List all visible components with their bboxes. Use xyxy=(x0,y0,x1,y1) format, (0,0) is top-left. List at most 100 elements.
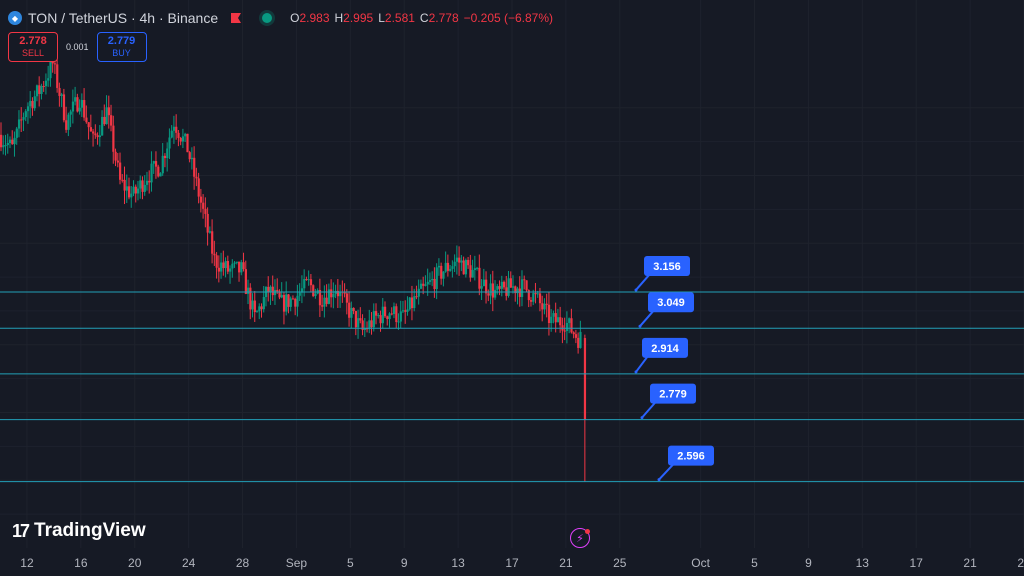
level-callout xyxy=(642,337,688,358)
candle xyxy=(487,289,490,302)
candle xyxy=(401,300,405,314)
candle xyxy=(80,93,84,118)
tradingview-logo[interactable]: 17 TradingView xyxy=(12,520,146,542)
candle xyxy=(494,280,497,300)
symbol-title[interactable]: TON / TetherUS · 4h · Binance xyxy=(28,10,219,26)
candle xyxy=(253,291,256,323)
candle xyxy=(518,276,521,307)
candle xyxy=(386,315,389,326)
candle xyxy=(260,303,263,318)
candle xyxy=(179,136,182,146)
candle xyxy=(406,296,409,316)
x-tick-label: 5 xyxy=(347,556,354,570)
candle xyxy=(184,132,187,142)
candle xyxy=(350,301,353,329)
candle xyxy=(177,130,180,147)
candle xyxy=(89,114,93,132)
x-tick-label: 9 xyxy=(401,556,408,570)
candle xyxy=(166,142,169,172)
lightning-icon[interactable]: ⚡ xyxy=(570,528,590,548)
x-tick-label: 17 xyxy=(505,556,519,570)
candle xyxy=(224,257,227,278)
level-line[interactable]: 2.914 xyxy=(0,337,1024,375)
candle xyxy=(323,285,326,318)
level-callout-label: 3.049 xyxy=(657,297,685,309)
candle xyxy=(71,89,75,124)
candle xyxy=(375,303,378,325)
candle xyxy=(507,270,510,298)
candle xyxy=(231,259,234,278)
candle xyxy=(520,270,524,307)
candle-last xyxy=(583,334,587,482)
candle xyxy=(390,307,393,316)
candle xyxy=(352,307,355,315)
flag-icon[interactable] xyxy=(230,12,242,24)
candle xyxy=(13,131,16,157)
candle xyxy=(31,97,34,116)
candle xyxy=(76,93,79,113)
candle xyxy=(372,303,375,332)
candle xyxy=(543,298,546,315)
candle xyxy=(157,164,160,178)
candle xyxy=(545,293,548,318)
candle xyxy=(229,265,232,284)
candle xyxy=(159,172,162,177)
candlestick-series xyxy=(0,52,587,482)
level-line[interactable]: 2.779 xyxy=(0,383,1024,421)
x-tick-label: 16 xyxy=(74,556,88,570)
ohlc-values: O2.983 H2.995 L2.581 C2.778 −0.205 (−6.8… xyxy=(290,11,553,25)
candle xyxy=(547,291,551,336)
candle xyxy=(496,283,499,295)
candle xyxy=(572,331,575,339)
candle xyxy=(489,274,492,305)
candle xyxy=(577,332,580,354)
candle xyxy=(516,286,519,305)
candle xyxy=(181,128,185,149)
candle xyxy=(579,320,582,349)
x-tick-label: 21 xyxy=(559,556,573,570)
candle xyxy=(22,112,25,132)
candle xyxy=(65,106,68,133)
candle xyxy=(121,174,124,183)
candle xyxy=(134,184,137,203)
level-line[interactable]: 2.596 xyxy=(0,445,1024,483)
level-callout xyxy=(648,292,694,313)
candle xyxy=(163,153,167,168)
candle xyxy=(56,56,59,93)
buy-button[interactable]: 2.779 BUY xyxy=(96,32,147,62)
sell-button[interactable]: 2.778 SELL xyxy=(8,32,58,62)
candle xyxy=(357,309,360,339)
candle xyxy=(202,194,205,219)
candle xyxy=(410,285,414,321)
candle xyxy=(78,99,81,115)
candle xyxy=(128,177,131,200)
candle xyxy=(47,65,50,87)
level-line[interactable]: 3.049 xyxy=(0,292,1024,329)
candle xyxy=(136,180,140,201)
candle xyxy=(464,258,468,278)
candle xyxy=(242,252,245,272)
spread-value: 0.001 xyxy=(66,42,89,52)
x-tick-label: 12 xyxy=(20,556,34,570)
candle xyxy=(220,252,223,279)
candle xyxy=(267,276,270,302)
candle xyxy=(264,286,268,307)
candle xyxy=(62,88,66,123)
candle xyxy=(307,270,310,286)
ton-logo-icon: ◆ xyxy=(8,11,22,25)
candle xyxy=(343,283,346,298)
level-callout xyxy=(668,445,714,466)
candle xyxy=(175,114,178,140)
candle xyxy=(392,302,396,319)
candle xyxy=(480,279,483,301)
level-line[interactable]: 3.156 xyxy=(0,255,1024,293)
candle xyxy=(455,245,459,275)
candle xyxy=(471,259,474,278)
x-tick-label: 17 xyxy=(910,556,924,570)
candle xyxy=(552,310,555,324)
level-callout xyxy=(644,255,690,276)
candle xyxy=(413,288,416,312)
candle xyxy=(188,150,191,163)
candle xyxy=(148,170,151,194)
